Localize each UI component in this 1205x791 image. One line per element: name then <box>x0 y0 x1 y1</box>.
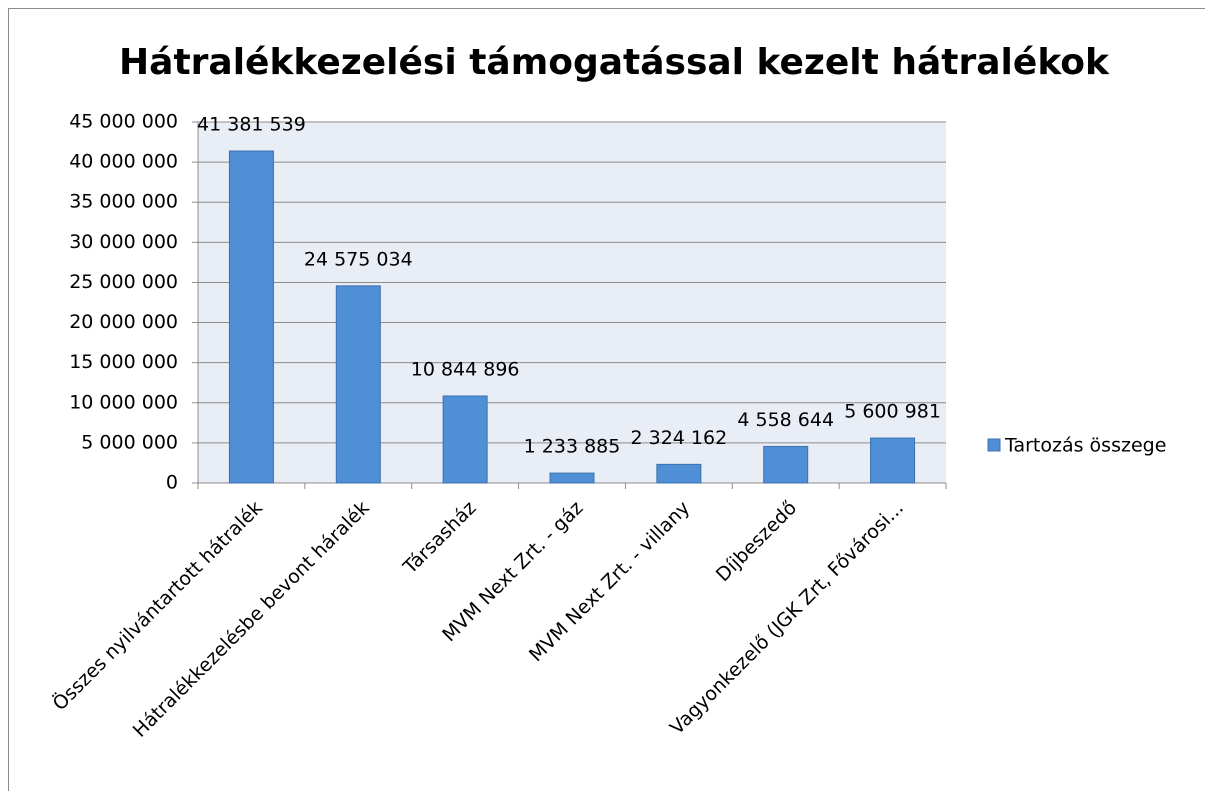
bar <box>656 463 702 484</box>
data-label: 5 600 981 <box>844 401 941 423</box>
y-tick-label: 15 000 000 <box>69 351 178 373</box>
y-tick-label: 10 000 000 <box>69 391 178 413</box>
bar <box>549 472 595 484</box>
y-tick-label: 20 000 000 <box>69 311 178 333</box>
data-label: 1 233 885 <box>524 436 621 458</box>
y-tick-label: 45 000 000 <box>69 111 178 133</box>
chart-title: Hátralékkezelési támogatással kezelt hát… <box>119 42 1110 83</box>
legend-swatch <box>987 438 1001 452</box>
x-tick-label: Összes nyilvántartott hátralék <box>48 496 267 715</box>
x-tick-label: Vagyonkezelő (JGK Zrt, Fővárosi... <box>666 497 908 739</box>
y-tick-label: 5 000 000 <box>81 431 178 453</box>
data-label: 2 324 162 <box>631 427 728 449</box>
bar <box>228 150 274 484</box>
y-tick-label: 35 000 000 <box>69 191 178 213</box>
data-label: 24 575 034 <box>304 248 413 270</box>
data-label: 10 844 896 <box>411 358 520 380</box>
y-tick-label: 40 000 000 <box>69 151 178 173</box>
bar <box>870 437 916 484</box>
data-label: 4 558 644 <box>737 409 834 431</box>
bar <box>763 445 809 484</box>
y-tick-label: 25 000 000 <box>69 271 178 293</box>
y-tick-label: 0 <box>166 472 178 494</box>
x-tick-label: Társasház <box>399 497 481 579</box>
chart-frame <box>8 8 1205 791</box>
x-tick-label: Díjbeszedő <box>712 497 801 586</box>
bar <box>335 285 381 484</box>
plot-area <box>198 122 946 483</box>
data-label: 41 381 539 <box>197 114 306 136</box>
bar <box>442 395 488 484</box>
x-tick-label: Hátralékkezelésbe bevont háralék <box>129 497 374 742</box>
legend-label: Tartozás összege <box>1004 435 1166 457</box>
y-tick-label: 30 000 000 <box>69 231 178 253</box>
